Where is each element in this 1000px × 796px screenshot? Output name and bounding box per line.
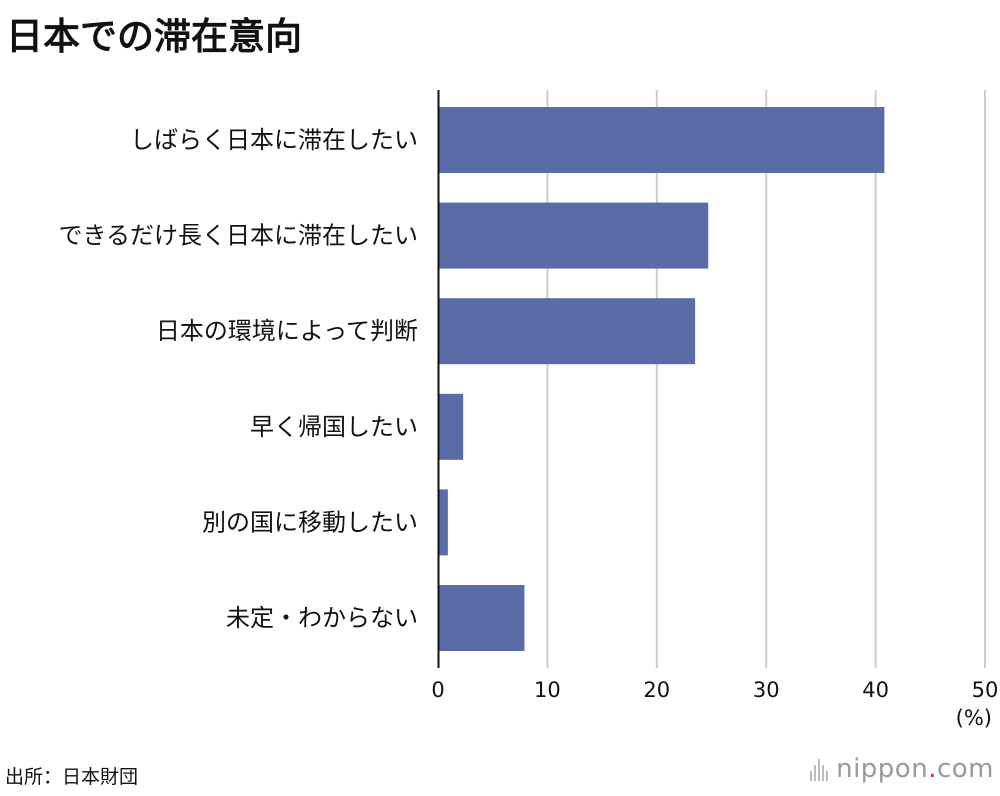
category-label: できるだけ長く日本に滞在したい <box>58 222 418 250</box>
x-tick-label: 0 <box>431 678 444 702</box>
logo-dot: . <box>928 754 937 784</box>
bar <box>438 393 464 460</box>
gridlines <box>546 90 986 668</box>
x-tick-label: 30 <box>753 678 780 702</box>
nippon-logo[interactable]: nippon.com <box>810 754 994 784</box>
chart-title: 日本での滞在意向 <box>6 15 302 58</box>
bar <box>438 298 696 365</box>
category-label: 日本の環境によって判断 <box>156 317 418 345</box>
x-tick-label: 40 <box>862 678 889 702</box>
logo-main-text: nippon <box>836 754 929 784</box>
source-note: 出所：日本財団 <box>5 766 139 788</box>
category-labels: しばらく日本に滞在したいできるだけ長く日本に滞在したい日本の環境によって判断早く… <box>58 126 418 632</box>
x-tick-label: 20 <box>643 678 670 702</box>
unit-label: (%) <box>955 706 992 730</box>
x-tick-labels: 0 10 20 30 40 50 <box>431 678 998 702</box>
bar <box>438 585 525 651</box>
logo-text: nippon.com <box>836 754 994 784</box>
category-label: 早く帰国したい <box>250 413 418 441</box>
category-label: 別の国に移動したい <box>202 508 418 536</box>
bar <box>438 107 885 173</box>
bar <box>438 202 709 269</box>
logo-mark-icon <box>810 757 829 781</box>
category-label: 未定・わからない <box>226 604 418 632</box>
x-tick-label: 10 <box>534 678 561 702</box>
x-tick-label: 50 <box>972 678 999 702</box>
category-label: しばらく日本に滞在したい <box>130 126 418 154</box>
bars <box>438 107 885 651</box>
bar <box>438 489 448 556</box>
logo-suffix-text: com <box>936 754 994 784</box>
